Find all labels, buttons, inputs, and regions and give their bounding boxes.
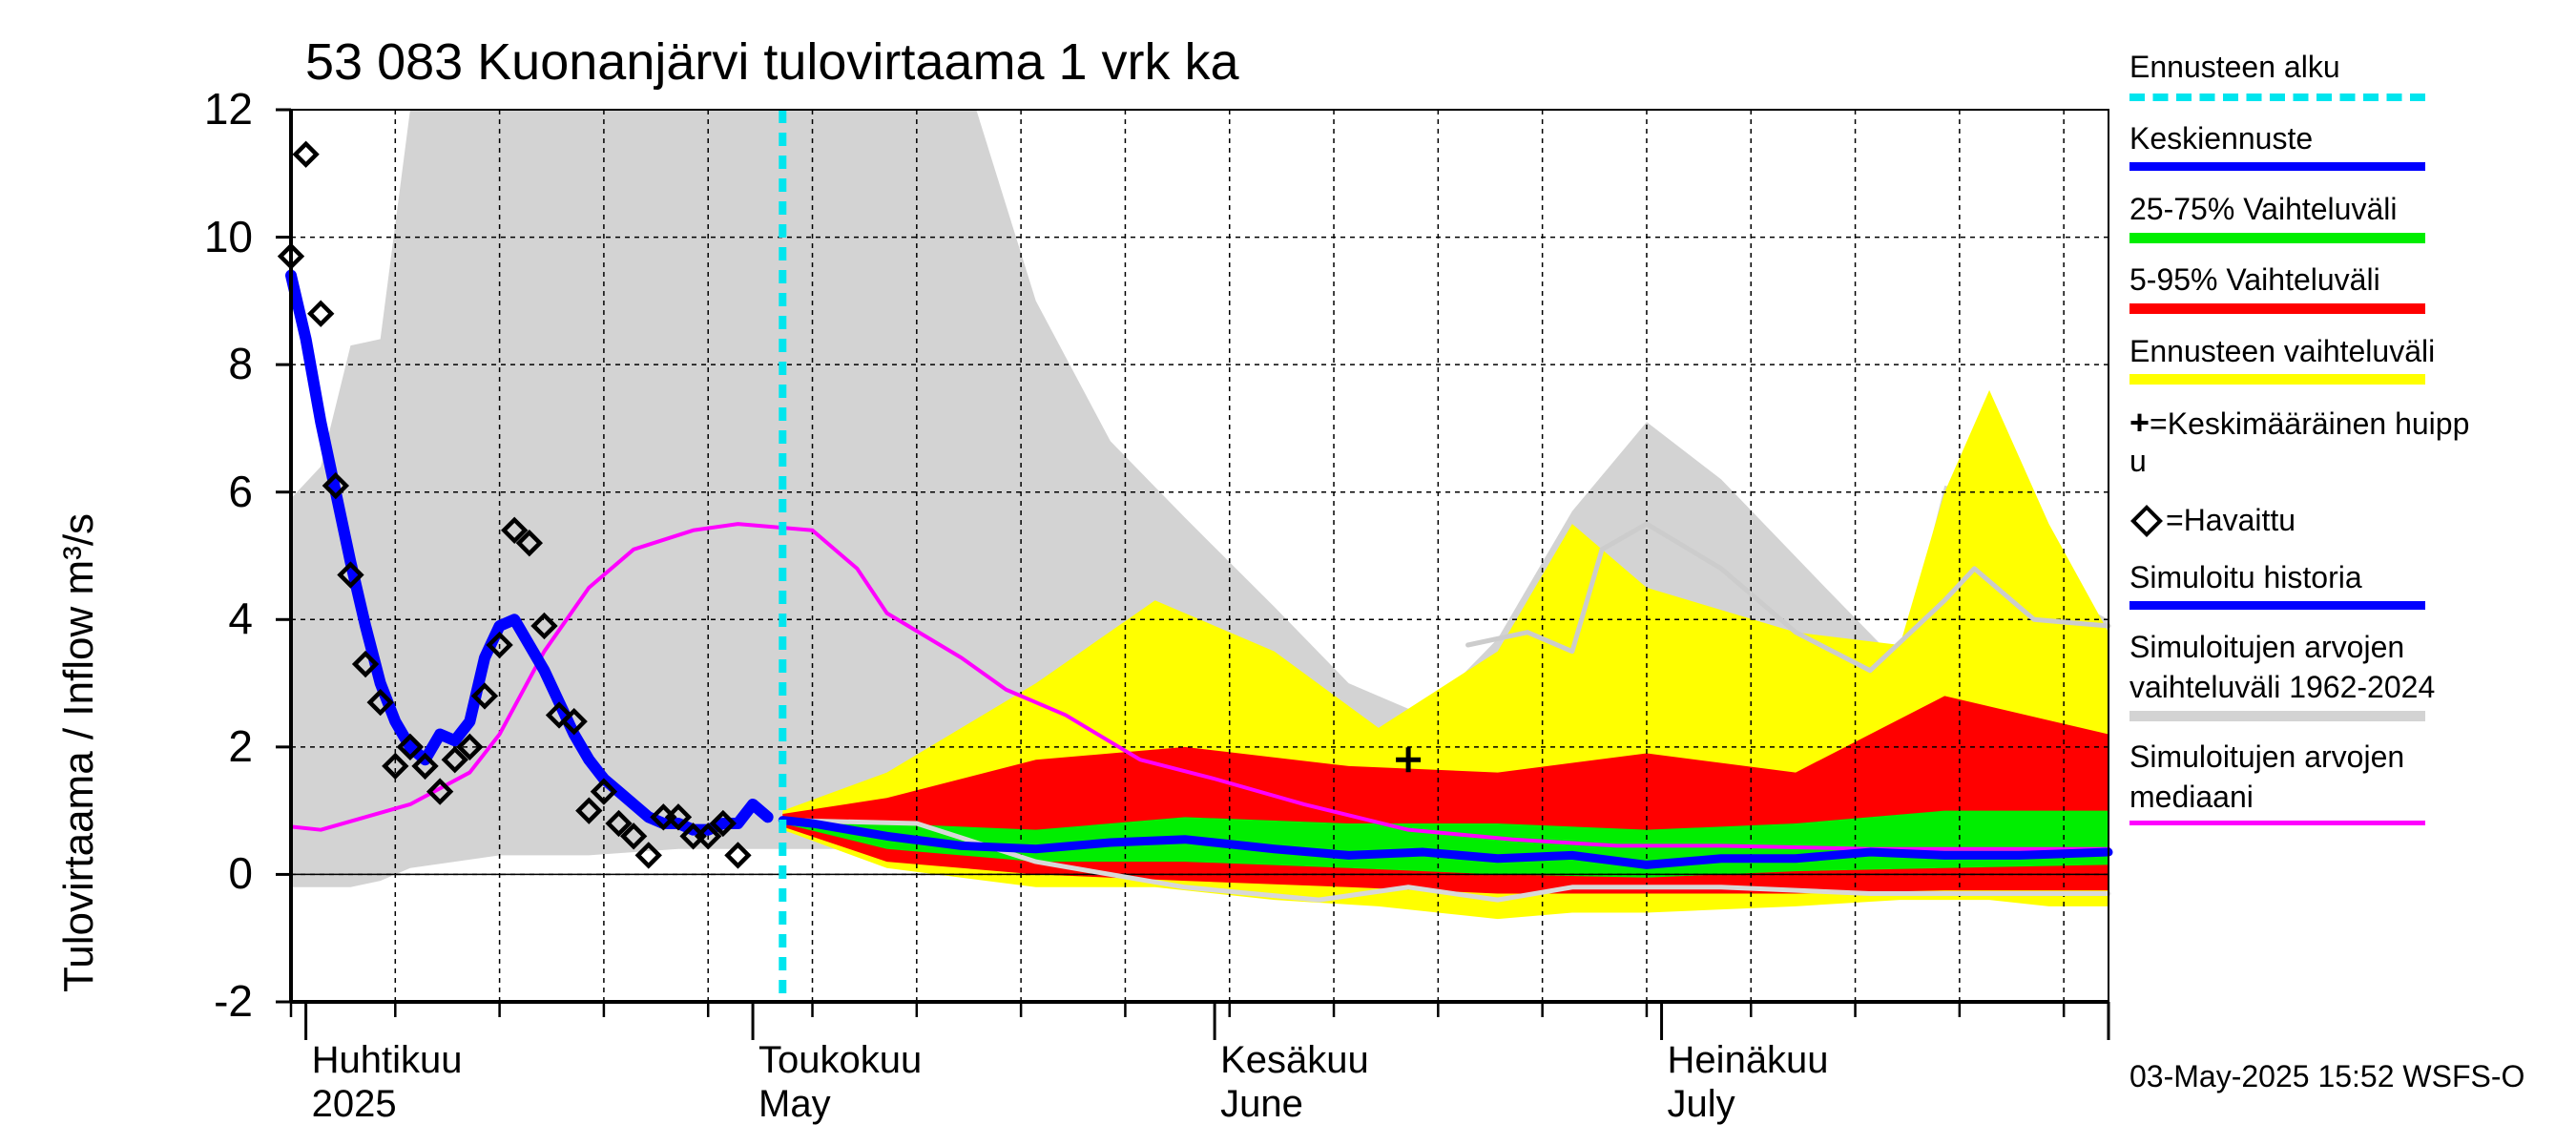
month-label-en: May [758,1083,831,1125]
month-label: Kesäkuu June [1220,1038,1369,1126]
legend-sim-median-swatch [2129,821,2425,825]
observed-point [337,561,364,589]
y-tick-label: 12 [203,84,253,134]
sim-median-line [289,522,2110,851]
month-label-en: 2025 [311,1083,397,1125]
y-tick-label: -2 [214,976,253,1026]
observed-point [426,778,454,805]
observed-point [515,529,544,557]
legend-sim-median-line1: Simuloitujen arvojen [2129,739,2405,774]
y-tick-label: 6 [228,466,253,516]
observed-point [292,140,320,168]
observed-point [605,809,633,838]
legend-mean-forecast: Keskiennuste [2129,121,2314,156]
legend-simulated-history: Simuloitu historia [2129,560,2362,594]
observed-point [322,471,350,500]
legend-simulated-history-swatch [2129,601,2425,610]
legend-observed: =Havaittu [2129,501,2296,539]
observed-point [501,516,529,544]
observed-point [351,650,380,678]
legend-forecast-start: Ennusteen alku [2129,50,2340,84]
month-label-fi: Huhtikuu [311,1039,463,1081]
y-axis-label: Tulovirtaama / Inflow m³/s [55,512,102,992]
chart-title: 53 083 Kuonanjärvi tulovirtaama 1 vrk ka [305,33,1239,91]
legend-mean-peak: +=Keskimääräinen huipp [2129,404,2469,443]
observed-point [456,733,484,761]
observed-point [441,746,468,774]
y-tick-label: 0 [228,848,253,899]
observed-point [530,612,558,640]
observed-point [709,809,737,838]
mean-peak-marker [1396,747,1422,773]
observed-point [382,752,409,781]
month-label: Huhtikuu 2025 [312,1038,463,1126]
observed-point [307,300,335,327]
month-label: Toukokuu May [758,1038,922,1126]
legend-mean-forecast-swatch [2129,162,2425,171]
observed-point [634,842,662,869]
legend-sim-median-line2: mediaani [2129,780,2254,814]
legend-range-5-95-swatch [2129,303,2425,314]
y-tick-label: 10 [203,211,253,261]
observed-point [396,733,425,761]
mean-forecast-line [778,816,2113,869]
legend-forecast-range-swatch [2129,374,2425,385]
legend-range-25-75: 25-75% Vaihteluväli [2129,192,2398,226]
legend-mean-peak-wrap: u [2129,444,2147,478]
y-tick-label: 8 [228,339,253,389]
legend-observed-text: =Havaittu [2166,503,2296,537]
observed-point [411,752,439,781]
observed-point [695,822,722,850]
y-tick-label: 4 [228,593,253,644]
legend-range-25-75-swatch [2129,233,2425,243]
y-tick-label: 2 [228,720,253,771]
observed-point [575,797,603,824]
month-label-fi: Toukokuu [758,1039,923,1081]
observed-point [470,682,499,710]
legend-range-5-95: 5-95% Vaihteluväli [2129,262,2380,297]
observed-point [366,688,394,717]
observed-point [664,803,693,831]
month-label-en: July [1667,1083,1735,1125]
month-label-en: June [1220,1083,1303,1125]
legend-forecast-range: Ennusteen vaihteluväli [2129,334,2436,368]
legend-mean-peak-text: =Keskimääräinen huipp [2150,406,2470,441]
timestamp: 03-May-2025 15:52 WSFS-O [2129,1059,2525,1093]
observed-point [486,631,513,659]
observed-point [724,842,752,869]
month-label: Heinäkuu July [1668,1038,1829,1126]
legend-forecast-start-swatch [2129,94,2425,101]
plus-icon: + [2129,403,2150,442]
month-label-fi: Heinäkuu [1667,1039,1829,1081]
legend-sim-range-line1: Simuloitujen arvojen [2129,630,2405,664]
month-label-fi: Kesäkuu [1220,1039,1369,1081]
legend-sim-range-line2: vaihteluväli 1962-2024 [2129,670,2436,704]
diamond-icon [2130,505,2163,538]
observed-point [545,701,573,729]
sim-range-upper-line [1465,521,2111,674]
observed-point [590,778,618,805]
observed-point [619,822,648,850]
observed-point [560,707,588,736]
legend-sim-range-swatch [2129,711,2425,721]
